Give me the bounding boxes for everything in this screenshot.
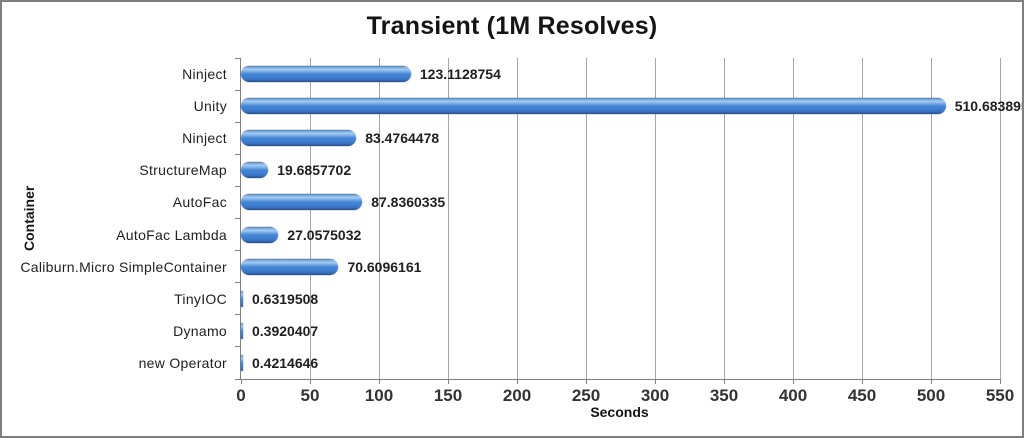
x-tick-mark xyxy=(724,379,725,384)
plot-area: 0 50 100 150 200 250 300 350 400 450 500 550 123.112… xyxy=(235,57,1022,405)
value-label: 510.6838952 xyxy=(954,98,1022,115)
category-tick-mark xyxy=(235,314,241,316)
bar xyxy=(241,226,279,243)
bar xyxy=(241,162,269,179)
category-tick-mark xyxy=(235,89,241,91)
value-label: 0.4214646 xyxy=(252,354,319,371)
bar-row: 0.3920407 xyxy=(241,315,1000,347)
gridline xyxy=(862,58,863,379)
x-tick-mark xyxy=(241,379,242,384)
x-axis-title: Seconds xyxy=(590,404,649,420)
category-label: AutoFac xyxy=(172,194,227,211)
category-tick-mark xyxy=(235,250,241,252)
value-label: 19.6857702 xyxy=(277,162,352,179)
x-tick-label: 450 xyxy=(847,386,877,405)
gridline xyxy=(655,58,656,379)
x-tick-label: 550 xyxy=(985,386,1015,405)
x-tick-mark xyxy=(379,379,380,384)
category-label: Dynamo xyxy=(173,322,227,339)
bar xyxy=(241,98,946,115)
value-label: 123.1128754 xyxy=(419,66,501,83)
category-tick-mark xyxy=(235,378,241,380)
bar-row: 83.4764478 xyxy=(241,122,1000,154)
x-tick-mark xyxy=(310,379,311,384)
gridline xyxy=(379,58,380,379)
x-tick-label: 400 xyxy=(778,386,808,405)
category-label: TinyIOC xyxy=(174,290,227,307)
x-tick-label: 0 xyxy=(236,386,246,405)
value-label: 0.6319508 xyxy=(252,290,319,307)
category-tick-mark xyxy=(235,218,241,219)
category-tick-mark xyxy=(235,185,241,187)
x-tick-label: 100 xyxy=(364,386,394,405)
bar-row: 0.4214646 xyxy=(241,347,1000,379)
bar xyxy=(241,194,363,211)
bar-row: 19.6857702 xyxy=(241,154,1000,186)
category-tick-mark xyxy=(235,153,241,155)
gridline xyxy=(517,58,518,379)
x-tick-label: 200 xyxy=(502,386,532,405)
gridline xyxy=(931,58,932,379)
x-tick-label: 250 xyxy=(571,386,601,405)
bar xyxy=(241,130,357,147)
bar-row: 70.6096161 xyxy=(241,251,1000,283)
category-axis-labels: Ninject Unity Ninject StructureMap AutoFac Au… xyxy=(2,58,233,379)
category-label: new Operator xyxy=(138,354,227,371)
category-label: Ninject xyxy=(182,66,227,83)
chart-title: Transient (1M Resolves) xyxy=(366,12,658,40)
value-label: 70.6096161 xyxy=(347,258,422,275)
category-tick-mark xyxy=(235,282,241,284)
x-tick-mark xyxy=(862,379,863,384)
bar xyxy=(241,290,243,307)
category-label: AutoFac Lambda xyxy=(116,226,227,243)
x-tick-mark xyxy=(1000,379,1001,384)
value-label: 83.4764478 xyxy=(365,130,440,147)
x-tick-mark xyxy=(448,379,449,384)
gridline xyxy=(310,58,311,379)
x-tick-mark xyxy=(586,379,587,384)
x-tick-label: 350 xyxy=(709,386,739,405)
category-label: StructureMap xyxy=(139,162,227,179)
bar xyxy=(241,322,243,339)
x-tick-mark xyxy=(517,379,518,384)
x-tick-mark xyxy=(931,379,932,384)
category-tick-mark xyxy=(235,346,241,348)
bar-row: 123.1128754 xyxy=(241,58,1000,90)
bar-row: 27.0575032 xyxy=(241,219,1000,251)
category-label: Ninject xyxy=(182,130,227,147)
category-label: Unity xyxy=(193,98,227,115)
bar-row: 0.6319508 xyxy=(241,283,1000,315)
x-tick-label: 500 xyxy=(916,386,946,405)
x-tick-mark xyxy=(655,379,656,384)
gridline xyxy=(724,58,725,379)
gridline xyxy=(793,58,794,379)
x-tick-label: 50 xyxy=(300,386,320,405)
x-tick-label: 300 xyxy=(640,386,670,405)
value-label: 0.3920407 xyxy=(252,322,319,339)
bar xyxy=(241,354,243,371)
x-tick-mark xyxy=(793,379,794,384)
bar xyxy=(241,66,411,83)
value-label: 87.8360335 xyxy=(371,194,446,211)
value-label: 27.0575032 xyxy=(287,226,362,243)
gridline xyxy=(586,58,587,379)
bar-row: 510.6838952 xyxy=(241,90,1022,122)
gridline xyxy=(1000,58,1001,379)
bar-row: 87.8360335 xyxy=(241,186,1000,218)
bar xyxy=(241,258,339,275)
category-tick-mark xyxy=(235,57,241,59)
x-tick-label: 150 xyxy=(433,386,463,405)
category-tick-mark xyxy=(235,121,241,123)
gridline xyxy=(448,58,449,379)
category-label: Caliburn.Micro SimpleContainer xyxy=(20,258,227,275)
